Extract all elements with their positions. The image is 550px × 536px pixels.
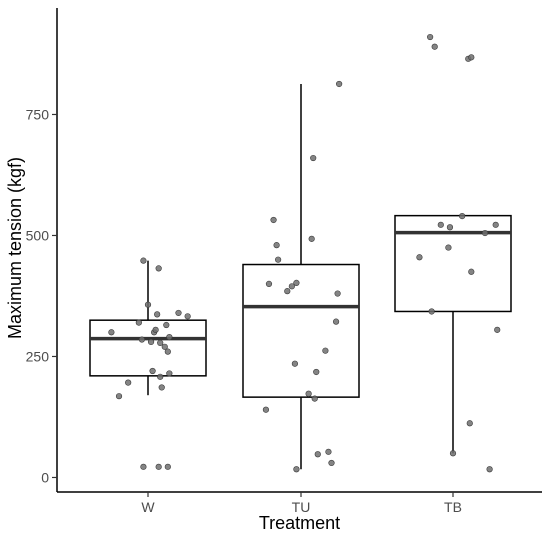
data-point (273, 242, 280, 249)
data-point (310, 154, 317, 162)
data-point (293, 279, 300, 287)
data-point (328, 459, 335, 467)
data-point (308, 235, 315, 242)
data-point (284, 288, 291, 295)
data-point (115, 393, 123, 400)
data-point (164, 348, 171, 355)
data-point (468, 54, 475, 61)
y-tick-label: 750 (26, 106, 50, 122)
data-point (157, 339, 164, 347)
data-point (466, 420, 473, 427)
x-tick-label: TU (292, 499, 311, 515)
data-point (152, 326, 159, 333)
boxes-layer (89, 83, 512, 470)
axes-layer (56, 8, 542, 493)
data-point (288, 283, 295, 290)
box-tb (394, 214, 512, 454)
data-point (166, 334, 173, 341)
data-point (314, 451, 321, 458)
data-point (445, 244, 452, 251)
data-point (149, 367, 156, 375)
data-point (494, 326, 501, 333)
data-point (175, 309, 182, 317)
data-point (416, 254, 423, 261)
data-point (155, 265, 162, 272)
data-point (325, 448, 332, 455)
data-point (437, 221, 444, 228)
data-point (313, 368, 320, 376)
y-tick-label: 500 (26, 227, 50, 243)
data-point (270, 216, 277, 224)
data-point (163, 321, 170, 329)
data-point (446, 224, 454, 231)
data-point (428, 308, 435, 315)
points-layer (108, 33, 501, 473)
y-axis-title: Maximum tension (kgf) (5, 157, 25, 339)
data-point (158, 384, 165, 391)
box-body (242, 263, 360, 398)
data-point (332, 318, 340, 325)
data-point (486, 466, 493, 473)
data-point (305, 390, 312, 397)
data-point (322, 347, 329, 354)
box-body (89, 319, 207, 377)
data-point (492, 221, 499, 228)
data-point (459, 213, 466, 220)
box-w (89, 260, 207, 396)
data-point (147, 338, 155, 346)
data-point (265, 280, 273, 287)
data-point (125, 379, 132, 386)
data-point (135, 319, 142, 326)
data-point (311, 395, 318, 402)
box-body (394, 214, 512, 313)
x-tick-label: W (141, 499, 155, 515)
data-point (262, 406, 270, 413)
y-tick-label: 250 (26, 348, 50, 364)
data-point (481, 229, 489, 237)
x-tick-label: TB (444, 499, 462, 515)
ticks-layer: 0 250 500 750 W TU TB (26, 106, 462, 515)
data-point (293, 466, 300, 473)
box-tu (242, 83, 360, 470)
y-tick-label: 0 (41, 469, 49, 485)
data-point (334, 290, 341, 297)
data-point (431, 43, 438, 50)
data-point (140, 463, 147, 470)
data-point (154, 311, 161, 318)
data-point (166, 370, 173, 377)
data-point (336, 80, 343, 88)
data-point (155, 463, 162, 470)
data-point (157, 373, 164, 380)
data-point (161, 343, 168, 350)
data-point (449, 450, 457, 457)
data-point (275, 256, 282, 263)
data-point (108, 329, 115, 336)
data-point (291, 360, 299, 367)
data-point (184, 313, 191, 320)
data-point (138, 336, 145, 343)
x-axis-title: Treatment (259, 513, 340, 533)
data-point (427, 33, 434, 41)
data-point (164, 463, 171, 470)
data-point (468, 268, 475, 275)
data-point (144, 301, 152, 308)
data-point (140, 257, 147, 264)
